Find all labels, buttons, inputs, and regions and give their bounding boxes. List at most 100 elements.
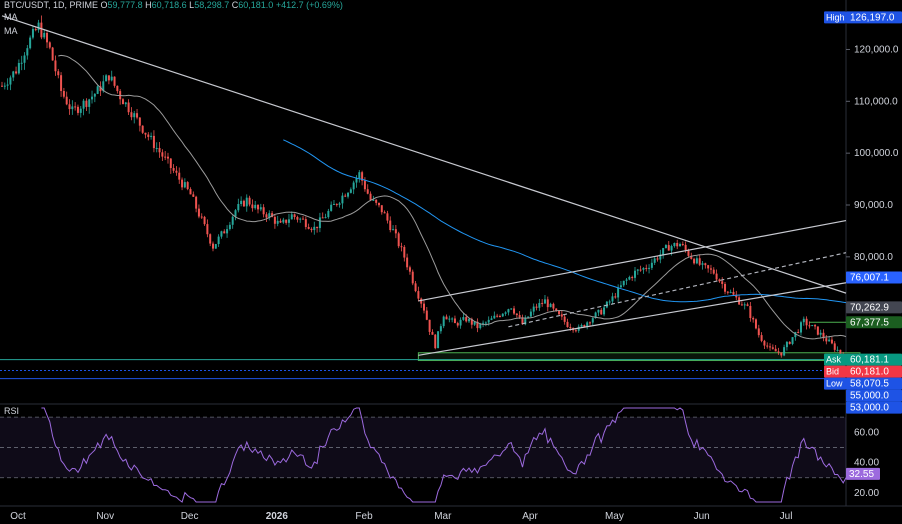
candle-body[interactable] <box>451 318 454 320</box>
candle-body[interactable] <box>439 326 442 332</box>
candle-body[interactable] <box>200 216 203 218</box>
candle-body[interactable] <box>296 217 299 220</box>
candle-body[interactable] <box>560 314 563 317</box>
candle-body[interactable] <box>99 86 102 92</box>
candle-body[interactable] <box>57 71 60 76</box>
candle-body[interactable] <box>169 158 172 169</box>
candle-body[interactable] <box>254 204 257 209</box>
candle-body[interactable] <box>332 203 335 205</box>
candle-body[interactable] <box>217 236 220 245</box>
candle-body[interactable] <box>507 309 510 313</box>
candle-body[interactable] <box>107 75 110 81</box>
candle-body[interactable] <box>476 321 479 329</box>
candle-body[interactable] <box>777 351 780 353</box>
candle-body[interactable] <box>344 195 347 197</box>
candle-body[interactable] <box>603 307 606 315</box>
candle-body[interactable] <box>164 156 167 158</box>
candle-body[interactable] <box>797 331 800 333</box>
candle-body[interactable] <box>394 229 397 234</box>
candle-body[interactable] <box>307 226 310 229</box>
candle-body[interactable] <box>130 112 133 118</box>
candle-body[interactable] <box>681 243 684 245</box>
candle-body[interactable] <box>504 312 507 314</box>
candle-body[interactable] <box>707 265 710 269</box>
symbol-name[interactable]: BTC/USDT, 1D, PRIME <box>4 0 99 10</box>
candle-body[interactable] <box>3 85 6 87</box>
candle-body[interactable] <box>428 319 431 332</box>
candle-body[interactable] <box>642 267 645 270</box>
candle-body[interactable] <box>470 318 473 325</box>
candle-body[interactable] <box>721 281 724 284</box>
candle-body[interactable] <box>799 322 802 333</box>
candle-body[interactable] <box>496 315 499 317</box>
candle-body[interactable] <box>363 180 366 190</box>
candle-body[interactable] <box>110 76 113 81</box>
candle-body[interactable] <box>760 335 763 341</box>
candle-body[interactable] <box>437 331 440 349</box>
candle-body[interactable] <box>684 244 687 250</box>
candle-body[interactable] <box>825 338 828 342</box>
trendline[interactable] <box>418 282 847 356</box>
candle-body[interactable] <box>316 226 319 229</box>
candle-body[interactable] <box>248 197 251 205</box>
candle-body[interactable] <box>619 285 622 288</box>
candle-body[interactable] <box>46 32 49 43</box>
candle-body[interactable] <box>150 135 153 137</box>
candle-body[interactable] <box>645 267 648 269</box>
candle-body[interactable] <box>302 218 305 220</box>
candle-body[interactable] <box>448 318 451 320</box>
candle-body[interactable] <box>338 203 341 205</box>
candle-body[interactable] <box>23 55 26 63</box>
candle-body[interactable] <box>670 246 673 251</box>
ma-line-short[interactable] <box>58 54 847 340</box>
rsi-line[interactable] <box>41 407 847 503</box>
candle-body[interactable] <box>679 243 682 247</box>
candle-body[interactable] <box>608 301 611 303</box>
candle-body[interactable] <box>588 322 591 324</box>
candle-body[interactable] <box>257 204 260 210</box>
candle-body[interactable] <box>535 306 538 308</box>
candle-body[interactable] <box>617 287 620 298</box>
candle-body[interactable] <box>79 108 82 113</box>
candle-body[interactable] <box>788 341 791 344</box>
candle-body[interactable] <box>498 316 501 318</box>
candle-body[interactable] <box>1 85 3 87</box>
candle-body[interactable] <box>279 220 282 223</box>
trendline[interactable] <box>508 252 847 328</box>
candle-body[interactable] <box>375 199 378 203</box>
candle-body[interactable] <box>273 216 276 224</box>
candle-body[interactable] <box>65 96 68 105</box>
candle-body[interactable] <box>822 332 825 339</box>
candle-body[interactable] <box>76 106 79 113</box>
candle-body[interactable] <box>310 228 313 231</box>
candle-body[interactable] <box>698 258 701 265</box>
candle-body[interactable] <box>417 291 420 299</box>
candle-body[interactable] <box>321 217 324 219</box>
candle-body[interactable] <box>524 317 527 325</box>
candle-body[interactable] <box>468 318 471 322</box>
candle-body[interactable] <box>161 152 164 157</box>
candle-body[interactable] <box>181 179 184 188</box>
candle-body[interactable] <box>743 304 746 306</box>
candle-body[interactable] <box>380 205 383 213</box>
candle-body[interactable] <box>600 309 603 315</box>
candle-body[interactable] <box>583 325 586 327</box>
candle-body[interactable] <box>493 315 496 319</box>
candle-body[interactable] <box>282 219 285 223</box>
candle-body[interactable] <box>836 349 839 351</box>
candle-body[interactable] <box>676 242 679 247</box>
candle-body[interactable] <box>102 81 105 92</box>
candle-body[interactable] <box>228 224 231 230</box>
candle-body[interactable] <box>622 280 625 286</box>
candle-body[interactable] <box>124 102 127 105</box>
candle-body[interactable] <box>392 229 395 231</box>
candle-body[interactable] <box>389 220 392 231</box>
candle-body[interactable] <box>259 207 262 210</box>
candle-body[interactable] <box>673 242 676 247</box>
candle-body[interactable] <box>347 192 350 197</box>
candle-body[interactable] <box>183 182 186 188</box>
candle-body[interactable] <box>152 135 155 149</box>
candle-body[interactable] <box>6 84 9 86</box>
candle-body[interactable] <box>574 330 577 332</box>
